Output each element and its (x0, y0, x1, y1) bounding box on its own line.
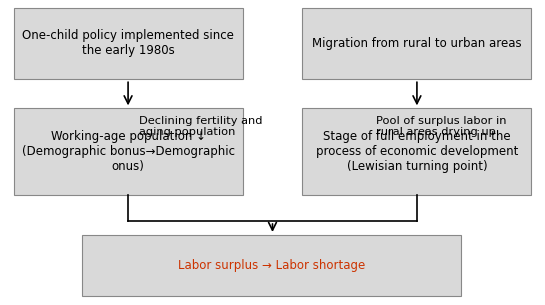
Text: Labor surplus → Labor shortage: Labor surplus → Labor shortage (178, 259, 365, 272)
FancyBboxPatch shape (82, 235, 461, 296)
Text: One-child policy implemented since
the early 1980s: One-child policy implemented since the e… (22, 30, 234, 57)
FancyBboxPatch shape (14, 8, 243, 79)
Text: Declining fertility and
aging population: Declining fertility and aging population (139, 116, 263, 137)
FancyBboxPatch shape (302, 8, 531, 79)
Text: Migration from rural to urban areas: Migration from rural to urban areas (312, 37, 522, 50)
Text: Working-age population ↓
(Demographic bonus→Demographic
onus): Working-age population ↓ (Demographic bo… (22, 130, 234, 173)
Text: Stage of full employment in the
process of economic development
(Lewisian turnin: Stage of full employment in the process … (316, 130, 518, 173)
FancyBboxPatch shape (302, 108, 531, 195)
Text: Pool of surplus labor in
rural areas drying up: Pool of surplus labor in rural areas dry… (376, 116, 506, 137)
FancyBboxPatch shape (14, 108, 243, 195)
